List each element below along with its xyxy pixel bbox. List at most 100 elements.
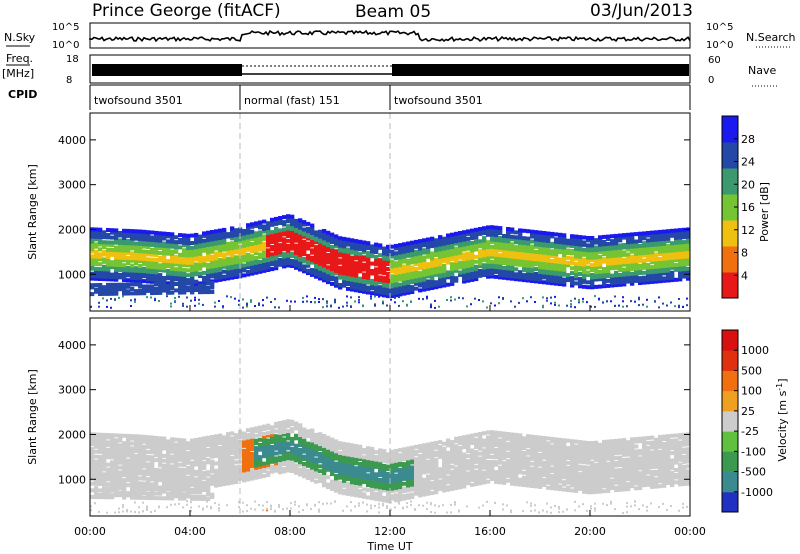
heatmap-cell xyxy=(318,439,323,444)
heatmap-cell xyxy=(430,304,432,307)
heatmap-cell xyxy=(374,291,379,296)
heatmap-cell xyxy=(530,256,535,261)
heatmap-cell xyxy=(286,234,291,238)
heatmap-cell xyxy=(646,268,651,272)
heatmap-cell xyxy=(94,234,99,239)
heatmap-cell xyxy=(146,454,151,459)
heatmap-cell xyxy=(658,264,663,269)
heatmap-cell xyxy=(242,468,247,473)
heatmap-cell xyxy=(126,291,131,296)
heatmap-cell xyxy=(354,288,359,293)
heatmap-cell xyxy=(370,479,375,483)
heatmap-cell xyxy=(334,469,339,473)
heatmap-cell xyxy=(474,235,479,240)
heatmap-cell xyxy=(622,277,627,282)
heatmap-cell xyxy=(242,436,247,441)
heatmap-cell xyxy=(638,231,643,236)
heatmap-cell xyxy=(606,261,611,266)
heatmap-cell xyxy=(310,453,315,458)
heatmap-cell xyxy=(182,472,187,477)
heatmap-cell xyxy=(174,474,179,479)
heatmap-cell xyxy=(342,244,347,249)
heatmap-cell xyxy=(590,250,595,255)
heatmap-cell xyxy=(290,464,295,468)
heatmap-cell xyxy=(418,493,423,498)
heatmap-cell xyxy=(218,470,223,475)
heatmap-cell xyxy=(278,504,280,506)
heatmap-cell xyxy=(238,501,240,503)
heatmap-cell xyxy=(226,451,231,456)
heatmap-cell xyxy=(186,451,191,456)
heatmap-cell xyxy=(494,240,499,245)
heatmap-cell xyxy=(542,263,547,268)
heatmap-cell xyxy=(422,243,427,248)
heatmap-cell xyxy=(550,276,555,281)
heatmap-cell xyxy=(474,245,479,250)
heatmap-cell xyxy=(614,253,619,258)
heatmap-cell xyxy=(206,448,211,452)
heatmap-cell xyxy=(282,447,287,452)
heatmap-cell xyxy=(526,244,531,248)
heatmap-cell xyxy=(302,442,307,447)
heatmap-cell xyxy=(222,474,227,479)
heatmap-cell xyxy=(562,250,567,255)
heatmap-cell xyxy=(242,236,247,241)
heatmap-cell xyxy=(390,481,395,486)
heatmap-cell xyxy=(546,297,548,300)
heatmap-cell xyxy=(410,487,415,492)
heatmap-cell xyxy=(178,475,183,479)
heatmap-cell xyxy=(174,503,176,506)
heatmap-cell xyxy=(210,459,215,464)
heatmap-cell xyxy=(342,473,347,478)
heatmap-cell xyxy=(278,450,283,455)
heatmap-cell xyxy=(286,421,291,426)
heatmap-cell xyxy=(422,480,427,485)
heatmap-cell xyxy=(294,248,299,253)
heatmap-cell xyxy=(626,269,631,274)
heatmap-cell xyxy=(182,496,187,501)
heatmap-cell xyxy=(158,275,163,280)
heatmap-cell xyxy=(366,290,371,295)
heatmap-cell xyxy=(626,252,631,257)
heatmap-cell xyxy=(142,484,147,489)
heatmap-cell xyxy=(266,438,271,443)
heatmap-cell xyxy=(610,246,615,251)
heatmap-cell xyxy=(346,267,351,272)
heatmap-cell xyxy=(186,263,191,268)
heatmap-cell xyxy=(338,458,343,463)
heatmap-cell xyxy=(186,465,191,470)
heatmap-cell xyxy=(550,264,555,268)
heatmap-cell xyxy=(462,262,467,267)
freq-frame xyxy=(89,54,691,84)
heatmap-cell xyxy=(442,254,447,258)
heatmap-cell xyxy=(198,261,203,266)
heatmap-cell xyxy=(530,232,535,237)
heatmap-cell xyxy=(678,235,683,240)
heatmap-cell xyxy=(382,256,387,261)
heatmap-cell xyxy=(342,478,347,483)
heatmap-cell xyxy=(334,244,339,249)
heatmap-cell xyxy=(150,493,155,498)
heatmap-cell xyxy=(362,477,367,482)
heatmap-cell xyxy=(258,267,263,272)
heatmap-cell xyxy=(418,258,423,263)
heatmap-cell xyxy=(314,247,319,252)
heatmap-cell xyxy=(338,485,343,490)
heatmap-cell xyxy=(414,276,419,281)
heatmap-cell xyxy=(178,274,183,279)
heatmap-cell xyxy=(158,468,163,473)
heatmap-cell xyxy=(190,506,192,509)
heatmap-cell xyxy=(298,252,303,257)
heatmap-cell xyxy=(498,240,503,245)
heatmap-cell xyxy=(314,467,319,472)
heatmap-cell xyxy=(290,246,295,251)
heatmap-cell xyxy=(214,273,219,278)
heatmap-cell xyxy=(510,229,515,234)
heatmap-cell xyxy=(334,446,339,451)
heatmap-cell xyxy=(358,464,363,469)
heatmap-cell xyxy=(434,248,439,253)
heatmap-cell xyxy=(546,256,551,261)
heatmap-cell xyxy=(106,442,111,447)
heatmap-cell xyxy=(666,236,671,241)
